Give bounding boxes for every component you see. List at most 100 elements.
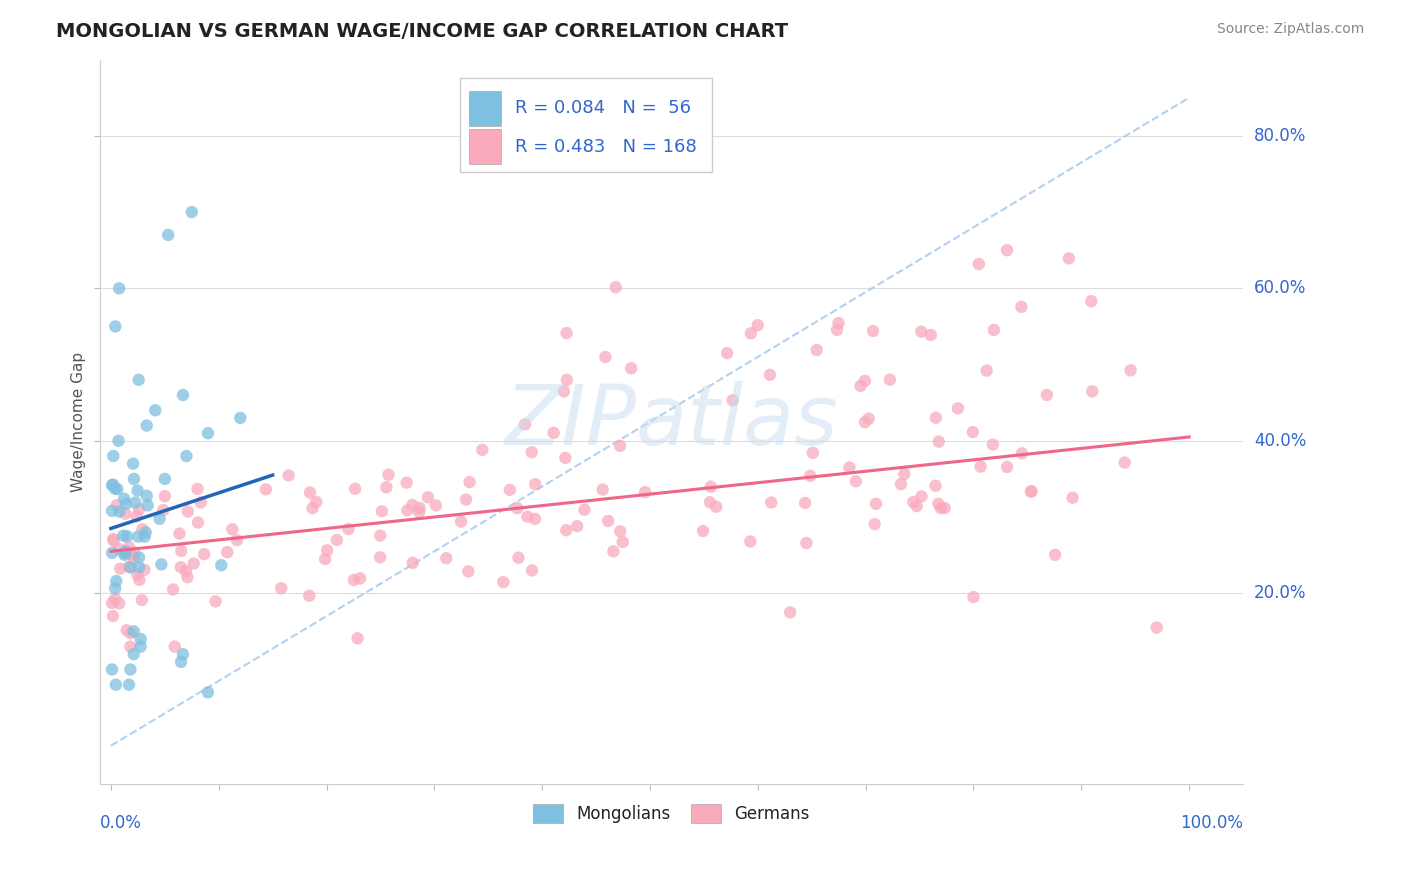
- Point: [375, 480, 398, 494]
- Point: [110, 561, 132, 575]
- Point: [920, 328, 942, 343]
- Point: [143, 403, 166, 417]
- Point: [157, 227, 180, 242]
- Text: 60.0%: 60.0%: [1254, 279, 1306, 297]
- Point: [910, 489, 932, 503]
- Point: [120, 663, 142, 677]
- Point: [346, 632, 368, 646]
- Point: [976, 363, 998, 377]
- Point: [118, 559, 141, 574]
- Point: [368, 528, 391, 542]
- Point: [120, 626, 142, 640]
- Point: [187, 516, 209, 530]
- Point: [853, 374, 876, 388]
- Point: [114, 548, 136, 562]
- Point: [128, 373, 150, 387]
- Point: [120, 640, 142, 654]
- Point: [863, 517, 886, 532]
- Point: [799, 468, 821, 483]
- Point: [112, 528, 135, 542]
- Point: [929, 501, 952, 516]
- Point: [620, 361, 643, 376]
- Point: [890, 477, 912, 491]
- Point: [122, 457, 145, 471]
- Point: [408, 505, 430, 519]
- Point: [118, 540, 141, 554]
- Point: [314, 552, 336, 566]
- Point: [905, 499, 928, 513]
- Point: [108, 505, 131, 519]
- Point: [555, 523, 578, 537]
- Point: [174, 564, 197, 578]
- Point: [634, 485, 657, 500]
- Point: [226, 533, 249, 548]
- Point: [254, 483, 277, 497]
- Point: [1062, 491, 1084, 505]
- Point: [1114, 456, 1136, 470]
- Point: [101, 609, 124, 624]
- Point: [105, 498, 128, 512]
- Point: [574, 503, 596, 517]
- Point: [229, 411, 252, 425]
- Point: [337, 522, 360, 536]
- Point: [108, 281, 131, 295]
- Point: [524, 512, 547, 526]
- Text: 0.0%: 0.0%: [100, 814, 142, 832]
- Point: [122, 624, 145, 639]
- Point: [524, 477, 547, 491]
- Point: [163, 640, 186, 654]
- Point: [395, 475, 418, 490]
- Point: [127, 483, 149, 498]
- Point: [180, 205, 202, 219]
- Point: [747, 318, 769, 333]
- Point: [1021, 484, 1043, 499]
- Point: [425, 499, 447, 513]
- Point: [129, 640, 152, 654]
- Point: [946, 401, 969, 416]
- Point: [122, 472, 145, 486]
- Point: [104, 591, 127, 606]
- Point: [177, 504, 200, 518]
- Text: R = 0.084   N =  56: R = 0.084 N = 56: [515, 99, 690, 117]
- Point: [162, 582, 184, 597]
- Point: [396, 503, 419, 517]
- Point: [794, 496, 817, 510]
- Point: [928, 434, 950, 449]
- Point: [1146, 621, 1168, 635]
- Point: [1036, 388, 1059, 402]
- Point: [553, 384, 575, 399]
- Point: [865, 497, 887, 511]
- Text: R = 0.483   N = 168: R = 0.483 N = 168: [515, 137, 697, 155]
- Point: [416, 491, 439, 505]
- Point: [520, 445, 543, 459]
- Point: [135, 525, 157, 540]
- Point: [131, 593, 153, 607]
- Point: [103, 533, 125, 548]
- Point: [114, 544, 136, 558]
- Point: [170, 655, 193, 669]
- Point: [408, 500, 430, 515]
- Point: [114, 546, 136, 560]
- Point: [858, 411, 880, 425]
- Point: [316, 543, 339, 558]
- Point: [567, 519, 589, 533]
- Point: [122, 647, 145, 661]
- Point: [371, 504, 394, 518]
- Point: [103, 532, 125, 546]
- Legend: Mongolians, Germans: Mongolians, Germans: [527, 797, 817, 830]
- Point: [893, 467, 915, 481]
- Point: [217, 545, 239, 559]
- Point: [114, 507, 136, 521]
- Point: [471, 442, 494, 457]
- Point: [298, 485, 321, 500]
- Point: [101, 504, 124, 518]
- Point: [1057, 252, 1080, 266]
- Point: [197, 685, 219, 699]
- Text: 20.0%: 20.0%: [1254, 584, 1306, 602]
- Point: [148, 512, 170, 526]
- Point: [169, 526, 191, 541]
- Point: [104, 482, 127, 496]
- Point: [853, 415, 876, 429]
- Point: [1080, 294, 1102, 309]
- Point: [101, 477, 124, 491]
